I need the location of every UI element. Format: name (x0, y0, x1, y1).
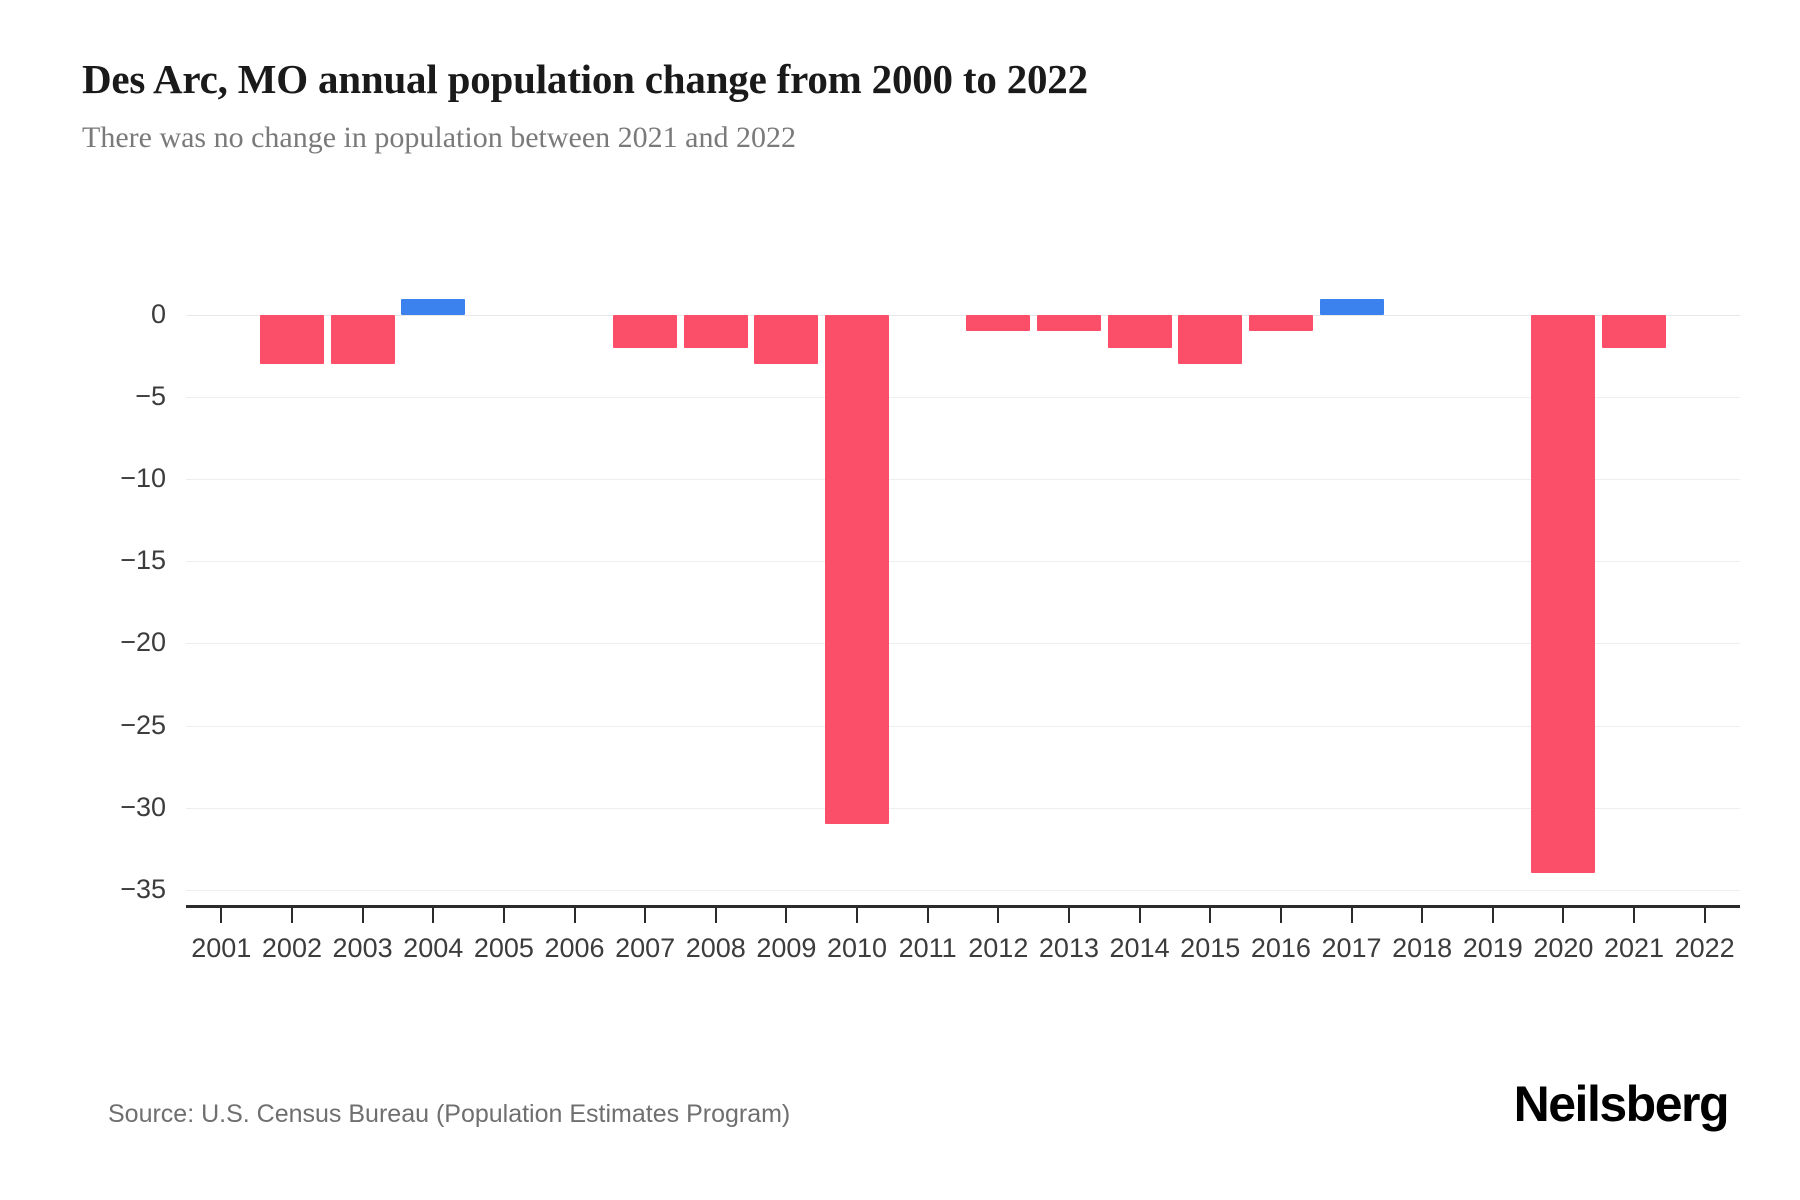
x-axis-tick-label-2007: 2007 (615, 933, 676, 963)
bar-2007[interactable] (613, 315, 678, 348)
x-axis-tick (1279, 905, 1282, 923)
y-axis-tick-label: 0 (150, 299, 166, 329)
bar-2010[interactable] (825, 315, 890, 825)
gridline-neg10 (186, 479, 1740, 481)
x-axis-tick-label-2014: 2014 (1109, 933, 1170, 963)
x-axis-tick (432, 905, 435, 923)
bar-2008[interactable] (683, 315, 748, 348)
x-axis-tick (1421, 905, 1424, 923)
x-axis-tick (785, 905, 788, 923)
y-axis-tick-label: −25 (120, 709, 166, 740)
y-axis-tick-label: −5 (135, 381, 166, 412)
chart-subtitle: There was no change in population betwee… (82, 121, 796, 154)
gridline-neg35 (186, 889, 1740, 891)
gridline-neg25 (186, 725, 1740, 727)
bar-2016[interactable] (1248, 315, 1313, 332)
x-axis-tick-label-2022: 2022 (1674, 933, 1735, 963)
bar-2014[interactable] (1107, 315, 1172, 348)
x-axis-tick-label-2019: 2019 (1462, 933, 1523, 963)
gridline-neg5 (186, 397, 1740, 399)
x-axis-tick (644, 905, 647, 923)
x-axis-tick (856, 905, 859, 923)
bar-2003[interactable] (330, 315, 395, 365)
gridline-neg30 (186, 807, 1740, 809)
x-axis-tick-label-2012: 2012 (968, 933, 1029, 963)
x-axis-tick-label-2015: 2015 (1180, 933, 1241, 963)
x-axis-tick-label-2001: 2001 (191, 933, 252, 963)
x-axis-tick-label-2005: 2005 (473, 933, 534, 963)
x-axis-tick-label-2004: 2004 (403, 933, 464, 963)
bar-2009[interactable] (754, 315, 819, 365)
source-note: Source: U.S. Census Bureau (Population E… (108, 1100, 791, 1128)
bar-2020[interactable] (1531, 315, 1596, 874)
x-axis-tick (1138, 905, 1141, 923)
bar-2002[interactable] (259, 315, 324, 365)
x-axis-tick (1067, 905, 1070, 923)
x-axis-tick-label-2018: 2018 (1392, 933, 1453, 963)
x-axis-tick-label-2013: 2013 (1038, 933, 1099, 963)
bar-2017[interactable] (1319, 298, 1384, 315)
y-axis-tick-label: −30 (120, 791, 166, 822)
x-axis-tick-label-2006: 2006 (544, 933, 605, 963)
x-axis-tick (1350, 905, 1353, 923)
gridline-0 (186, 315, 1740, 316)
x-axis-tick (361, 905, 364, 923)
x-axis-tick-label-2016: 2016 (1250, 933, 1311, 963)
x-axis-tick (290, 905, 293, 923)
x-axis-tick (714, 905, 717, 923)
x-axis-tick-label-2008: 2008 (685, 933, 746, 963)
x-axis-tick-label-2011: 2011 (898, 933, 957, 963)
y-axis-tick-label: −15 (120, 545, 166, 576)
bar-2013[interactable] (1036, 315, 1101, 332)
x-axis-tick (1562, 905, 1565, 923)
gridline-neg20 (186, 643, 1740, 645)
y-axis-tick-label: −20 (120, 627, 166, 658)
x-axis-tick-label-2017: 2017 (1321, 933, 1382, 963)
x-axis-tick-label-2002: 2002 (261, 933, 322, 963)
x-axis-tick (1703, 905, 1706, 923)
brand-logo: Neilsberg (1513, 1076, 1730, 1132)
x-axis-tick-label-2021: 2021 (1603, 933, 1665, 963)
page-title: Des Arc, MO annual population change fro… (82, 56, 1088, 102)
x-axis-tick (502, 905, 505, 923)
x-axis-tick-label-2010: 2010 (826, 933, 888, 963)
bar-2021[interactable] (1602, 315, 1667, 348)
y-axis-tick-label: −35 (120, 873, 166, 904)
bar-2015[interactable] (1178, 315, 1243, 365)
x-axis-tick (997, 905, 1000, 923)
x-axis-tick (926, 905, 929, 923)
x-axis-tick (1209, 905, 1212, 923)
x-axis-line (186, 905, 1740, 908)
x-axis-tick (573, 905, 576, 923)
chart-header: Des Arc, MO annual population change fro… (82, 55, 1722, 157)
bar-2004[interactable] (401, 298, 466, 315)
gridline-neg15 (186, 561, 1740, 563)
plot-area (186, 290, 1740, 905)
y-axis-tick-label: −10 (120, 463, 166, 494)
x-axis-tick-label-2020: 2020 (1533, 933, 1594, 963)
bar-2012[interactable] (966, 315, 1031, 332)
x-axis-tick-label-2009: 2009 (756, 933, 817, 963)
x-axis-tick (220, 905, 223, 923)
x-axis-tick-label-2003: 2003 (332, 933, 393, 963)
x-axis-tick (1491, 905, 1494, 923)
x-axis-tick (1633, 905, 1636, 923)
